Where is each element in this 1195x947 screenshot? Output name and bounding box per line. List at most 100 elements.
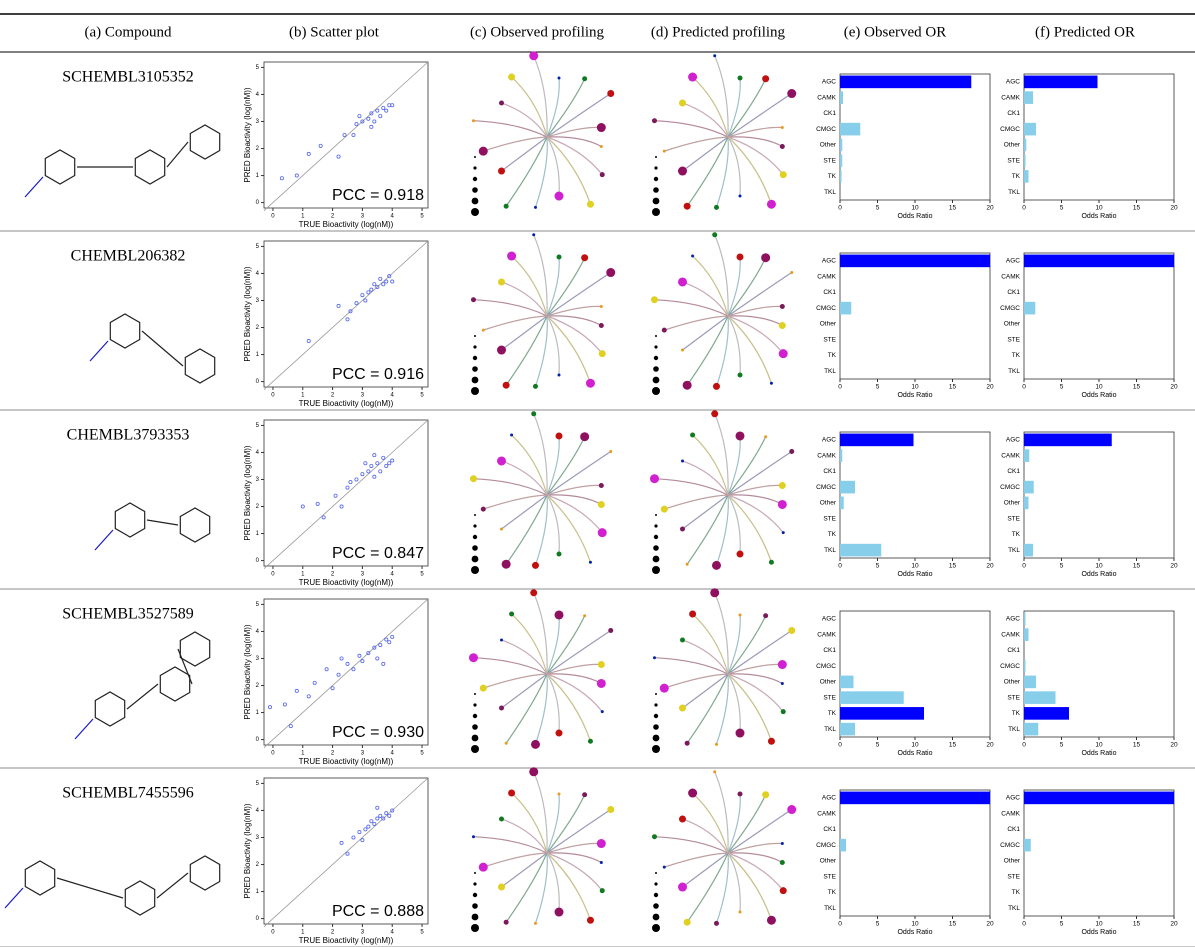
x-axis-label: TRUE Bioactivity (log(nM)): [299, 936, 394, 945]
branch: [715, 593, 728, 674]
ring: [125, 881, 154, 915]
x-axis-label: Odds Ratio: [1081, 750, 1116, 757]
compound-name: SCHEMBL3527589: [62, 606, 194, 623]
node: [663, 866, 666, 869]
x-tick-label: 3: [361, 751, 365, 757]
y-tick-label: 5: [256, 423, 260, 429]
bar: [1024, 723, 1038, 736]
node: [505, 742, 508, 745]
node: [589, 561, 592, 564]
y-tick-label: 0: [256, 558, 260, 564]
category-label: STE: [823, 336, 836, 343]
category-label: TKL: [1008, 547, 1020, 554]
node: [499, 816, 504, 821]
category-label: CMGC: [1000, 484, 1020, 491]
x-axis-label: Odds Ratio: [1081, 929, 1116, 936]
bond: [167, 142, 188, 167]
node: [712, 561, 721, 570]
category-label: CAMK: [1001, 810, 1020, 817]
x-tick-label: 0: [1022, 205, 1026, 212]
bar: [1024, 544, 1033, 557]
node: [679, 705, 686, 712]
x-axis-label: TRUE Bioactivity (log(nM)): [299, 220, 394, 229]
branch: [728, 127, 782, 137]
category-label: TK: [1012, 531, 1021, 538]
node: [714, 921, 719, 926]
y-tick-label: 4: [256, 629, 260, 635]
scatter-point: [346, 852, 349, 855]
bar: [1024, 613, 1026, 626]
scatter-point: [370, 820, 373, 823]
x-tick-label: 20: [1170, 384, 1178, 391]
y-tick-label: 4: [256, 271, 260, 277]
x-tick-label: 3: [361, 214, 365, 220]
node: [607, 806, 614, 813]
scatter-point: [301, 505, 304, 508]
branch: [687, 495, 728, 564]
x-tick-label: 20: [986, 384, 994, 391]
y-tick-label: 5: [256, 781, 260, 787]
node: [781, 709, 786, 714]
branch: [547, 495, 559, 554]
scatter-point: [307, 152, 310, 155]
kinase-tree: [469, 589, 613, 753]
node: [679, 99, 686, 106]
bond: [90, 341, 108, 361]
category-label: CAMK: [817, 631, 836, 638]
bar: [840, 707, 924, 720]
node: [681, 349, 684, 352]
legend-dot: [473, 177, 477, 181]
scatter-point: [358, 114, 361, 117]
x-tick-label: 1: [301, 930, 305, 936]
x-tick-label: 0: [838, 563, 842, 570]
scatter-point: [373, 454, 376, 457]
scatter-point: [325, 668, 328, 671]
branch: [728, 258, 766, 316]
node: [557, 76, 560, 79]
y-tick-label: 0: [256, 379, 260, 385]
x-tick-label: 5: [1060, 384, 1064, 391]
x-tick-label: 5: [876, 205, 880, 212]
x-tick-label: 10: [1095, 921, 1103, 928]
category-label: CK1: [1007, 647, 1020, 654]
scatter-point: [346, 486, 349, 489]
x-tick-label: 3: [361, 930, 365, 936]
legend-dot: [655, 872, 657, 874]
category-label: AGC: [1006, 258, 1020, 265]
category-label: TKL: [824, 905, 836, 912]
branch: [512, 77, 547, 137]
node: [582, 792, 587, 797]
node: [500, 638, 503, 641]
node: [556, 552, 561, 557]
x-tick-label: 5: [1060, 205, 1064, 212]
node: [714, 205, 719, 210]
scatter-point: [313, 681, 316, 684]
node: [769, 560, 774, 565]
or-frame: [1024, 253, 1174, 379]
branch: [506, 137, 547, 206]
node: [652, 834, 657, 839]
branch: [693, 256, 728, 316]
x-tick-label: 15: [949, 742, 957, 749]
bar: [1024, 839, 1031, 852]
scatter-point: [316, 502, 319, 505]
scatter-point: [361, 839, 364, 842]
x-tick-label: 5: [1060, 742, 1064, 749]
legend-dot: [472, 187, 478, 193]
scatter-point: [361, 660, 364, 663]
x-tick-label: 3: [361, 572, 365, 578]
x-tick-label: 5: [420, 572, 424, 578]
legend-dot: [652, 924, 660, 932]
legend-dot: [472, 545, 478, 551]
node: [503, 382, 510, 389]
bar: [1024, 123, 1036, 136]
legend-dot: [472, 724, 478, 730]
molecule: [25, 125, 220, 197]
legend-dot: [655, 335, 657, 337]
y-tick-label: 1: [256, 710, 260, 716]
kinase-tree: [650, 410, 794, 574]
category-label: TKL: [1008, 189, 1020, 196]
x-tick-label: 4: [391, 572, 395, 578]
legend-dot: [471, 745, 479, 753]
x-tick-label: 15: [1133, 205, 1141, 212]
